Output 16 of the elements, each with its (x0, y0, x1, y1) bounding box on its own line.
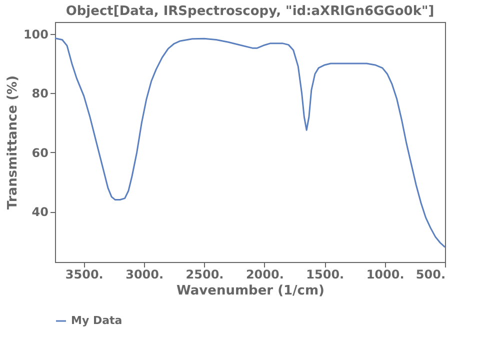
chart-title: Object[Data, IRSpectroscopy, "id:aXRlGn6GGo0k"] (66, 4, 434, 19)
x-tick-label: 3000. (126, 268, 164, 282)
y-tick-label: 100 (23, 27, 48, 42)
x-tick-label: 1000. (366, 268, 404, 282)
legend-label: My Data (71, 314, 122, 327)
y-tick-label: 60 (32, 146, 48, 160)
x-tick-label: 2000. (246, 268, 284, 282)
x-tick-label: 500. (416, 268, 446, 282)
x-tick-label: 1500. (306, 268, 344, 282)
x-tick-label: 3500. (65, 268, 104, 282)
x-tick-label: 2500. (186, 268, 224, 282)
line-series (54, 38, 446, 248)
y-tick-label: 80 (32, 86, 48, 101)
x-axis-title: Wavenumber (1/cm) (176, 284, 324, 298)
y-tick-label: 40 (32, 205, 48, 220)
y-axis-title: Transmittance (%) (5, 75, 20, 210)
